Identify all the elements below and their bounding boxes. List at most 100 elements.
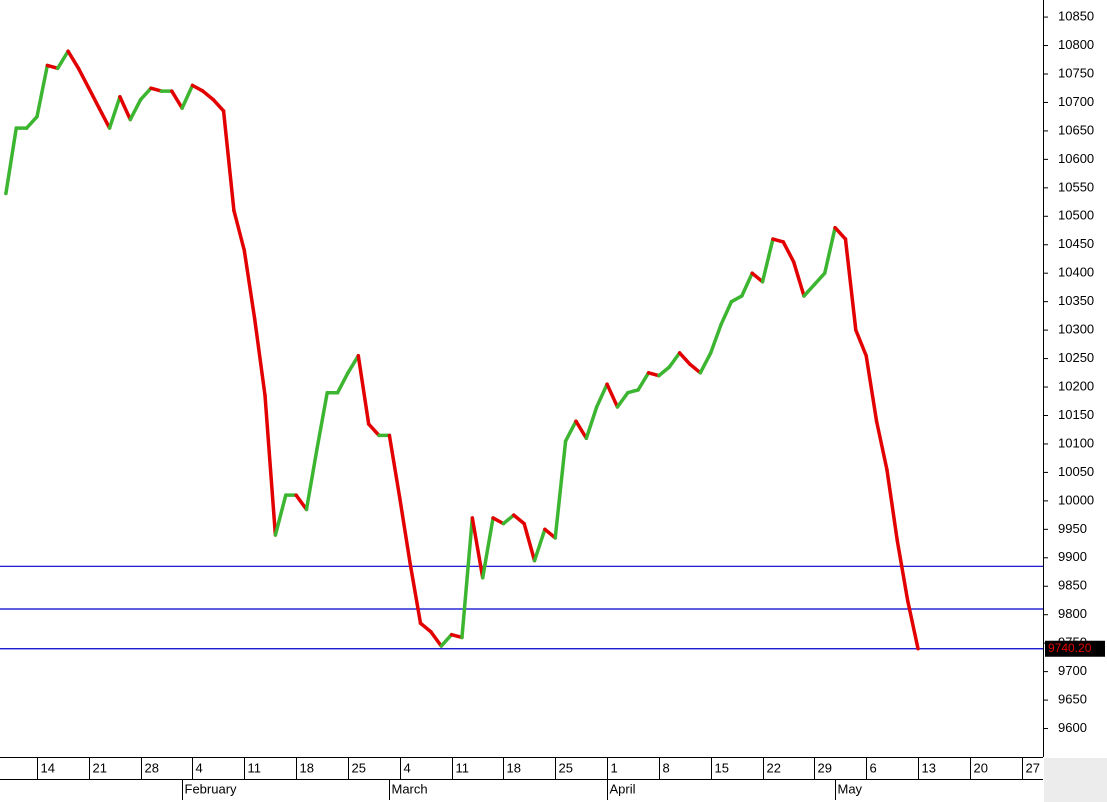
line-segment bbox=[138, 86, 153, 102]
line-segment bbox=[760, 237, 775, 284]
line-segment bbox=[512, 513, 526, 526]
y-tick-label: 10400 bbox=[1058, 265, 1094, 280]
line-segment bbox=[4, 126, 19, 196]
line-segment bbox=[449, 632, 464, 640]
y-tick-label: 9900 bbox=[1058, 549, 1087, 564]
line-segment bbox=[905, 598, 920, 651]
line-segment bbox=[273, 493, 288, 537]
line-segment bbox=[263, 393, 278, 537]
line-segment bbox=[822, 225, 837, 275]
line-segment bbox=[366, 422, 381, 438]
x-tick-label: 21 bbox=[93, 760, 107, 775]
x-tick-label: 4 bbox=[196, 760, 203, 775]
y-tick-label: 10750 bbox=[1058, 65, 1094, 80]
line-segment bbox=[408, 561, 423, 625]
line-segment bbox=[740, 271, 754, 298]
y-tick-label: 10150 bbox=[1058, 407, 1094, 422]
x-tick-label: 25 bbox=[559, 760, 573, 775]
line-segment bbox=[854, 328, 868, 358]
x-tick-label: 1 bbox=[611, 760, 618, 775]
month-label: February bbox=[185, 781, 238, 796]
x-tick-label: 11 bbox=[248, 760, 262, 775]
x-tick-label: 18 bbox=[300, 760, 314, 775]
x-tick-label: 6 bbox=[870, 760, 877, 775]
line-segment bbox=[781, 240, 796, 264]
line-segment bbox=[211, 97, 226, 113]
line-segment bbox=[221, 109, 236, 213]
line-segment bbox=[708, 322, 723, 355]
month-label: May bbox=[838, 781, 863, 796]
line-segment bbox=[667, 351, 682, 369]
y-tick-label: 9850 bbox=[1058, 578, 1087, 593]
y-tick-label: 9700 bbox=[1058, 663, 1087, 678]
y-tick-label: 9950 bbox=[1058, 521, 1087, 536]
y-tick-label: 10650 bbox=[1058, 122, 1094, 137]
y-tick-label: 10800 bbox=[1058, 37, 1094, 52]
line-segment bbox=[201, 89, 215, 102]
line-segment bbox=[543, 527, 557, 540]
line-segment bbox=[418, 621, 433, 634]
last-value-box bbox=[1045, 640, 1105, 657]
line-segment bbox=[812, 271, 827, 287]
line-segment bbox=[149, 86, 164, 93]
y-tick-label: 10250 bbox=[1058, 350, 1094, 365]
line-segment bbox=[66, 49, 81, 71]
line-segment bbox=[480, 516, 495, 580]
y-tick-label: 10850 bbox=[1058, 9, 1094, 24]
line-segment bbox=[532, 527, 547, 563]
line-segment bbox=[719, 299, 734, 327]
line-segment bbox=[87, 86, 101, 110]
line-segment bbox=[252, 316, 267, 398]
line-segment bbox=[626, 388, 640, 395]
line-segment bbox=[45, 63, 60, 71]
line-segment bbox=[242, 248, 257, 321]
line-segment bbox=[688, 362, 703, 375]
line-segment bbox=[646, 371, 661, 378]
y-tick-label: 10700 bbox=[1058, 94, 1094, 109]
y-tick-label: 10200 bbox=[1058, 378, 1094, 393]
x-tick-label: 4 bbox=[404, 760, 411, 775]
line-segment bbox=[491, 516, 506, 526]
line-segment bbox=[398, 496, 412, 566]
month-label: April bbox=[610, 781, 636, 796]
line-segment bbox=[636, 371, 651, 392]
line-segment bbox=[677, 351, 692, 367]
y-tick-label: 10000 bbox=[1058, 492, 1094, 507]
line-segment bbox=[304, 447, 319, 512]
y-tick-label: 10050 bbox=[1058, 464, 1094, 479]
line-segment bbox=[729, 294, 744, 304]
line-segment bbox=[356, 353, 371, 426]
line-segment bbox=[553, 439, 568, 540]
x-tick-label: 20 bbox=[974, 760, 988, 775]
x-tick-label: 15 bbox=[715, 760, 729, 775]
line-segment bbox=[294, 493, 309, 512]
x-tick-label: 25 bbox=[352, 760, 366, 775]
line-segment bbox=[107, 95, 122, 130]
y-tick-label: 9800 bbox=[1058, 606, 1087, 621]
line-segment bbox=[843, 237, 858, 332]
y-tick-label: 10500 bbox=[1058, 208, 1094, 223]
line-segment bbox=[315, 390, 329, 452]
line-segment bbox=[232, 208, 247, 253]
line-segment bbox=[584, 405, 599, 441]
line-segment bbox=[470, 516, 485, 580]
y-tick-label: 10100 bbox=[1058, 435, 1094, 450]
y-tick-label: 10300 bbox=[1058, 322, 1094, 337]
line-segment bbox=[128, 97, 143, 122]
y-tick-label: 10600 bbox=[1058, 151, 1094, 166]
line-segment bbox=[605, 382, 620, 409]
x-tick-label: 18 bbox=[507, 760, 521, 775]
month-label: March bbox=[392, 781, 428, 796]
y-tick-label: 10450 bbox=[1058, 236, 1094, 251]
x-tick-label: 14 bbox=[41, 760, 55, 775]
line-segment bbox=[895, 538, 910, 603]
line-segment bbox=[574, 419, 589, 441]
corner-box bbox=[1044, 758, 1107, 802]
x-tick-label: 8 bbox=[663, 760, 670, 775]
line-segment bbox=[563, 419, 578, 443]
y-tick-label: 9650 bbox=[1058, 692, 1087, 707]
line-segment bbox=[118, 95, 133, 122]
y-tick-label: 9600 bbox=[1058, 720, 1087, 735]
line-segment bbox=[833, 225, 848, 241]
